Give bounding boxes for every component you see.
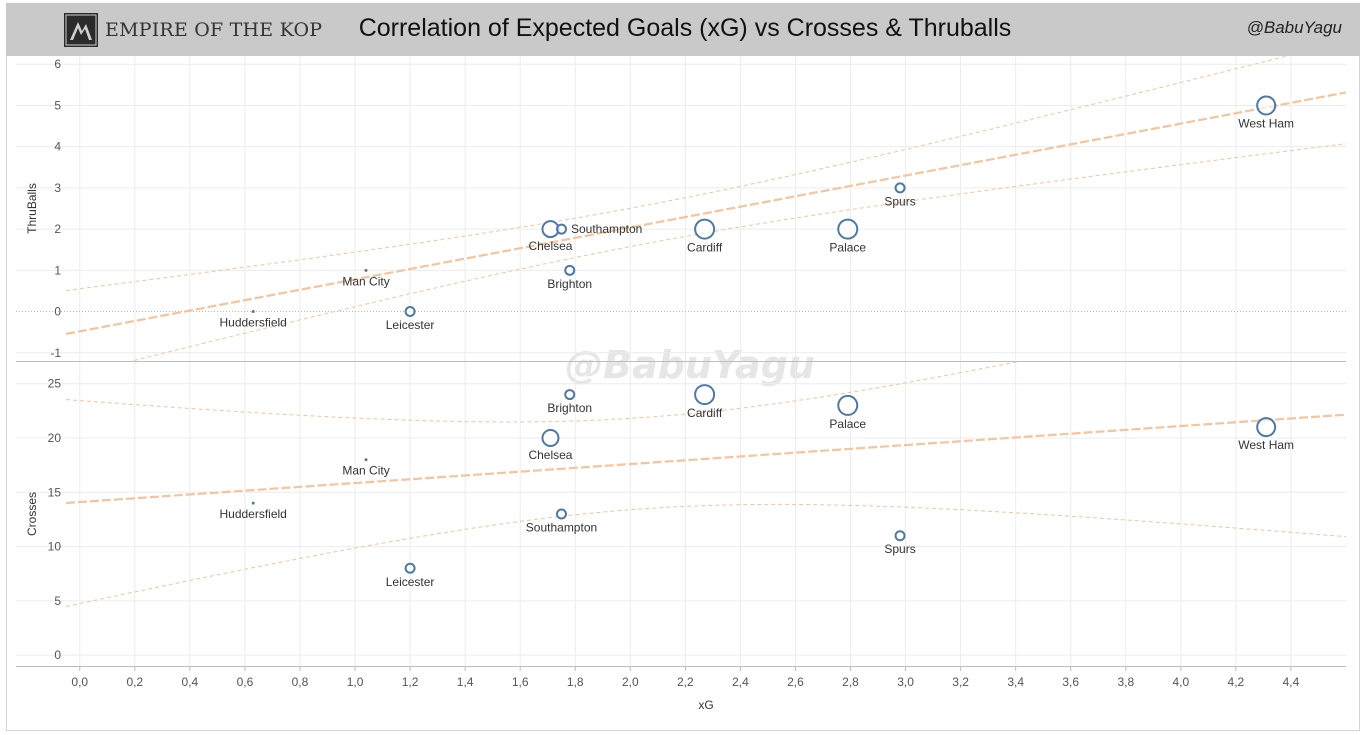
point-label: Spurs bbox=[884, 194, 915, 208]
x-tick-label: 3,2 bbox=[952, 675, 969, 689]
point-label: Palace bbox=[829, 417, 866, 431]
y-tick-label: 5 bbox=[54, 98, 61, 112]
data-point bbox=[541, 429, 560, 447]
x-tick-label: 1,6 bbox=[512, 675, 529, 689]
x-tick-label: 0,8 bbox=[292, 675, 309, 689]
trend-line bbox=[66, 413, 1346, 505]
point-label: Huddersfield bbox=[219, 507, 286, 521]
x-tick-label: 4,0 bbox=[1172, 675, 1189, 689]
data-point bbox=[555, 508, 567, 520]
y-tick-label: 4 bbox=[54, 140, 61, 154]
point-label: Cardiff bbox=[687, 241, 723, 255]
data-point bbox=[364, 268, 368, 272]
x-tick-label: 1,4 bbox=[457, 675, 474, 689]
data-point bbox=[404, 306, 416, 318]
point-label: Cardiff bbox=[687, 406, 723, 420]
point-label: Leicester bbox=[386, 575, 435, 589]
data-point bbox=[564, 389, 576, 401]
point-label: Brighton bbox=[547, 401, 592, 415]
y-tick-label: 10 bbox=[48, 540, 62, 554]
watermark-text: @BabuYagu bbox=[565, 343, 815, 387]
point-label: Palace bbox=[829, 241, 866, 255]
page-title: Correlation of Expected Goals (xG) vs Cr… bbox=[358, 14, 1012, 42]
point-label: Brighton bbox=[547, 277, 592, 291]
brand-name: EMPIRE OF THE KOP bbox=[105, 19, 323, 41]
data-point bbox=[694, 384, 716, 406]
dashboard-frame bbox=[6, 3, 1360, 731]
point-label: Southampton bbox=[526, 521, 597, 535]
data-point bbox=[404, 562, 416, 574]
point-label: Chelsea bbox=[528, 448, 572, 462]
data-point bbox=[251, 501, 255, 505]
data-point bbox=[837, 218, 859, 240]
y-tick-label: 5 bbox=[54, 594, 61, 608]
data-point bbox=[694, 218, 716, 240]
header-bar: EMPIRE OF THE KOP bbox=[6, 3, 1360, 56]
y-tick-label: 15 bbox=[48, 485, 62, 499]
point-label: West Ham bbox=[1238, 116, 1294, 130]
y-tick-label: 2 bbox=[54, 222, 61, 236]
y-tick-label: -1 bbox=[50, 346, 61, 360]
liverbird-logo-icon bbox=[64, 13, 98, 47]
data-point bbox=[894, 530, 906, 542]
y-tick-label: 0 bbox=[54, 648, 61, 662]
upper-confidence-band bbox=[66, 56, 1290, 291]
panel-crosses: 0 5 10 15 20 25 Crosses Huddersfield Man City Lei… bbox=[16, 362, 1346, 662]
y-tick-label: 1 bbox=[54, 263, 61, 277]
lower-confidence-band bbox=[66, 503, 1346, 607]
data-point bbox=[364, 458, 368, 462]
x-tick-label: 2,0 bbox=[622, 675, 639, 689]
point-label: Man City bbox=[342, 274, 389, 288]
x-tick-label: 2,4 bbox=[732, 675, 749, 689]
point-label: Southampton bbox=[571, 222, 642, 236]
y-axis-title: Crosses bbox=[25, 492, 39, 536]
data-point bbox=[837, 394, 859, 416]
x-tick-label: 1,0 bbox=[347, 675, 364, 689]
x-tick-label: 2,8 bbox=[842, 675, 859, 689]
y-tick-label: 25 bbox=[48, 377, 62, 391]
point-label: Man City bbox=[342, 464, 389, 478]
x-tick-label: 0,0 bbox=[71, 675, 88, 689]
data-point bbox=[251, 310, 255, 314]
point-label: West Ham bbox=[1238, 438, 1294, 452]
point-label: Spurs bbox=[884, 542, 915, 556]
data-point bbox=[564, 264, 576, 276]
y-tick-label: 20 bbox=[48, 431, 62, 445]
x-tick-label: 3,6 bbox=[1062, 675, 1079, 689]
y-axis-title: ThruBalls bbox=[25, 183, 39, 234]
y-tick-label: 0 bbox=[54, 305, 61, 319]
x-tick-label: 3,0 bbox=[897, 675, 914, 689]
x-tick-label: 4,4 bbox=[1283, 675, 1300, 689]
upper-confidence-band bbox=[66, 362, 1019, 423]
x-tick-label: 3,4 bbox=[1007, 675, 1024, 689]
point-label: Leicester bbox=[386, 318, 435, 332]
point-label: Chelsea bbox=[528, 239, 572, 253]
data-point bbox=[1256, 417, 1277, 438]
x-tick-label: 0,6 bbox=[237, 675, 254, 689]
y-tick-label: 3 bbox=[54, 181, 61, 195]
x-tick-label: 4,2 bbox=[1228, 675, 1245, 689]
data-point bbox=[894, 182, 906, 194]
y-tick-label: 6 bbox=[54, 57, 61, 71]
data-point bbox=[555, 223, 567, 235]
data-point bbox=[1256, 95, 1277, 116]
x-tick-label: 2,2 bbox=[677, 675, 694, 689]
point-label: Huddersfield bbox=[219, 316, 286, 330]
x-tick-label: 1,2 bbox=[402, 675, 419, 689]
lower-confidence-band bbox=[129, 143, 1346, 361]
author-handle: @BabuYagu bbox=[1246, 18, 1342, 37]
x-axis-title: xG bbox=[698, 698, 713, 712]
x-tick-label: 3,8 bbox=[1117, 675, 1134, 689]
x-tick-label: 0,4 bbox=[182, 675, 199, 689]
brand-logo: EMPIRE OF THE KOP bbox=[64, 13, 322, 47]
trend-line bbox=[66, 91, 1346, 336]
panel-thruballs: -1 0 1 2 3 4 5 6 ThruBalls Huddersfield Man City Le… bbox=[16, 56, 1346, 361]
x-tick-label: 2,6 bbox=[787, 675, 804, 689]
x-tick-label: 1,8 bbox=[567, 675, 584, 689]
x-tick-label: 0,2 bbox=[126, 675, 143, 689]
